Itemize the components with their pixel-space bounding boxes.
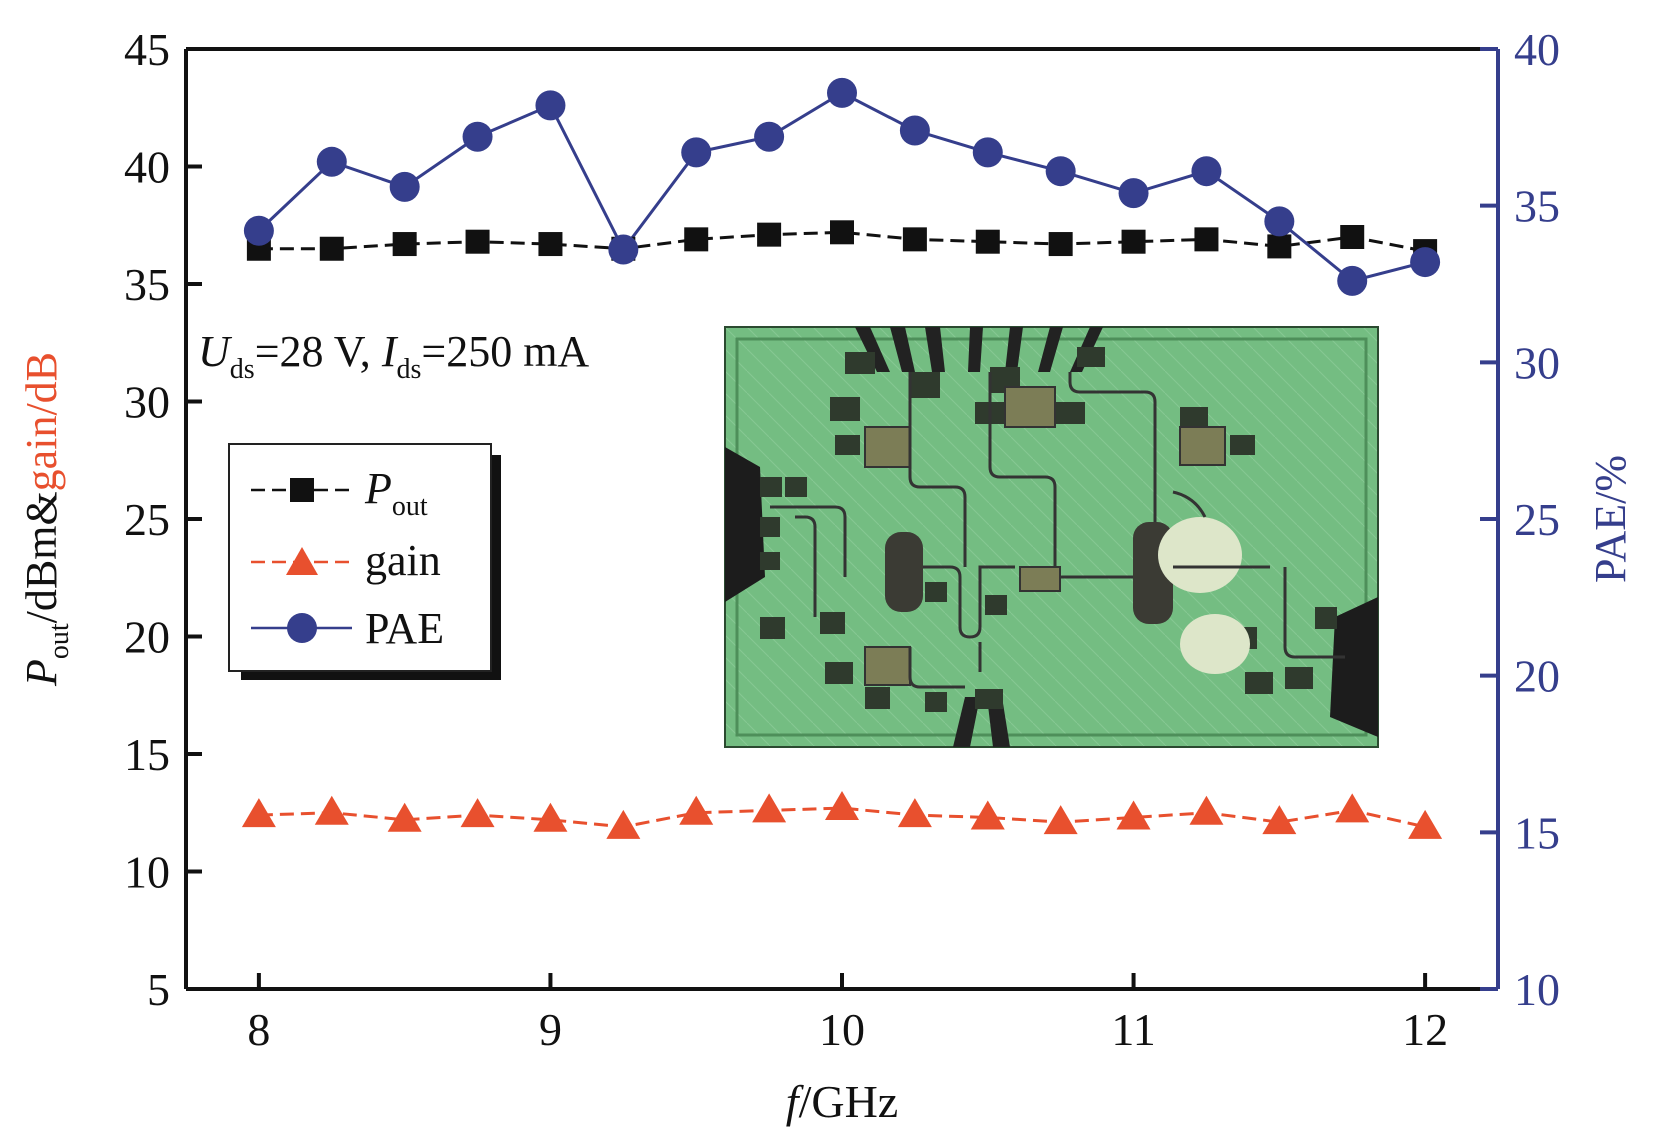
- left-y-tick-label: 30: [124, 377, 170, 428]
- legend: Pout gain PAE: [228, 443, 501, 680]
- right-y-tick-label: 30: [1514, 337, 1560, 388]
- pae-point: [462, 121, 493, 152]
- gain-point: [241, 798, 276, 828]
- pout-point: [1340, 225, 1365, 249]
- pae-point: [389, 171, 420, 202]
- gain-point: [1189, 795, 1224, 825]
- pae-point: [1118, 178, 1149, 209]
- pae-point: [1337, 265, 1368, 296]
- pae-point: [972, 137, 1003, 168]
- svg-text:gain: gain: [365, 536, 441, 585]
- pae-point: [681, 137, 712, 168]
- x-axis-title: f/GHz: [786, 1076, 898, 1127]
- pae-point: [827, 77, 857, 108]
- gain-point: [606, 809, 641, 839]
- pout-point: [1048, 232, 1073, 257]
- pout-point: [830, 220, 854, 245]
- pae-point: [1191, 156, 1222, 187]
- pout-point: [902, 227, 927, 252]
- pout-series-line: [258, 230, 1426, 253]
- axis-ticks: 8 9 10 11 12 5 10 15 20 25 30 35 40 45 10 15 20 25 30 35 40: [124, 24, 1560, 1055]
- pae-point: [1045, 156, 1076, 187]
- gain-point: [1335, 793, 1370, 823]
- pae-point: [899, 115, 930, 146]
- pout-point: [1267, 234, 1292, 259]
- svg-text:PAE: PAE: [365, 604, 444, 653]
- pae-point: [316, 146, 347, 177]
- legend-entry-pae: PAE: [251, 604, 444, 653]
- pout-point: [1194, 227, 1219, 252]
- pout-point: [319, 236, 344, 261]
- x-tick-label: 10: [819, 1004, 865, 1055]
- legend-entry-pout: Pout: [251, 464, 428, 522]
- pae-series-line: [257, 91, 1426, 283]
- left-y-tick-label: 40: [124, 142, 170, 193]
- left-axis-title: Pout/dBm&gain/dB: [17, 352, 75, 687]
- svg-text:Pout: Pout: [364, 464, 428, 522]
- right-y-tick-label: 10: [1514, 964, 1560, 1015]
- pae-point: [754, 121, 785, 152]
- gain-series-line: [258, 806, 1426, 829]
- gain-point: [1408, 809, 1443, 839]
- pout-point: [975, 229, 1000, 254]
- right-axis-title: PAE/%: [1586, 455, 1635, 583]
- pout-point: [538, 232, 563, 257]
- chip-inset-image: [724, 326, 1379, 748]
- right-y-tick-label: 15: [1514, 807, 1560, 858]
- gain-point: [460, 798, 495, 828]
- x-tick-label: 9: [539, 1004, 562, 1055]
- gain-point: [679, 795, 714, 825]
- gain-point: [752, 793, 787, 823]
- pae-point: [608, 234, 639, 265]
- left-y-tick-label: 20: [124, 612, 170, 663]
- gain-point: [314, 795, 349, 825]
- right-y-tick-label: 20: [1514, 651, 1560, 702]
- gain-point: [1116, 800, 1151, 830]
- gain-point: [1262, 805, 1297, 835]
- gain-point: [533, 802, 568, 832]
- gain-point: [825, 791, 859, 821]
- gain-point: [970, 800, 1005, 830]
- left-y-tick-label: 45: [124, 24, 170, 75]
- pae-point: [243, 215, 274, 246]
- right-y-tick-label: 35: [1514, 181, 1560, 232]
- left-y-tick-label: 35: [124, 259, 170, 310]
- right-y-tick-label: 25: [1514, 494, 1560, 545]
- pae-point: [1410, 247, 1441, 278]
- pae-point: [535, 90, 566, 121]
- pout-point: [1121, 229, 1146, 254]
- left-y-tick-label: 5: [147, 964, 170, 1015]
- pout-point: [757, 222, 782, 247]
- left-y-tick-label: 10: [124, 847, 170, 898]
- x-tick-label: 11: [1111, 1004, 1155, 1055]
- pout-point: [684, 227, 709, 252]
- x-tick-label: 8: [247, 1004, 270, 1055]
- right-y-tick-label: 40: [1514, 24, 1560, 75]
- bias-annotation: Uds=28 V, Ids=250 mA: [198, 327, 589, 385]
- legend-box: [228, 443, 492, 672]
- legend-entry-gain: gain: [251, 536, 441, 585]
- left-y-tick-label: 15: [124, 729, 170, 780]
- series-markers: [241, 77, 1443, 839]
- gain-point: [1043, 805, 1078, 835]
- x-tick-label: 12: [1402, 1004, 1448, 1055]
- gain-point: [897, 798, 932, 828]
- pae-point: [1264, 206, 1295, 237]
- gain-point: [387, 802, 422, 832]
- left-y-tick-label: 25: [124, 494, 170, 545]
- pout-point: [392, 232, 417, 257]
- pout-point: [465, 229, 490, 254]
